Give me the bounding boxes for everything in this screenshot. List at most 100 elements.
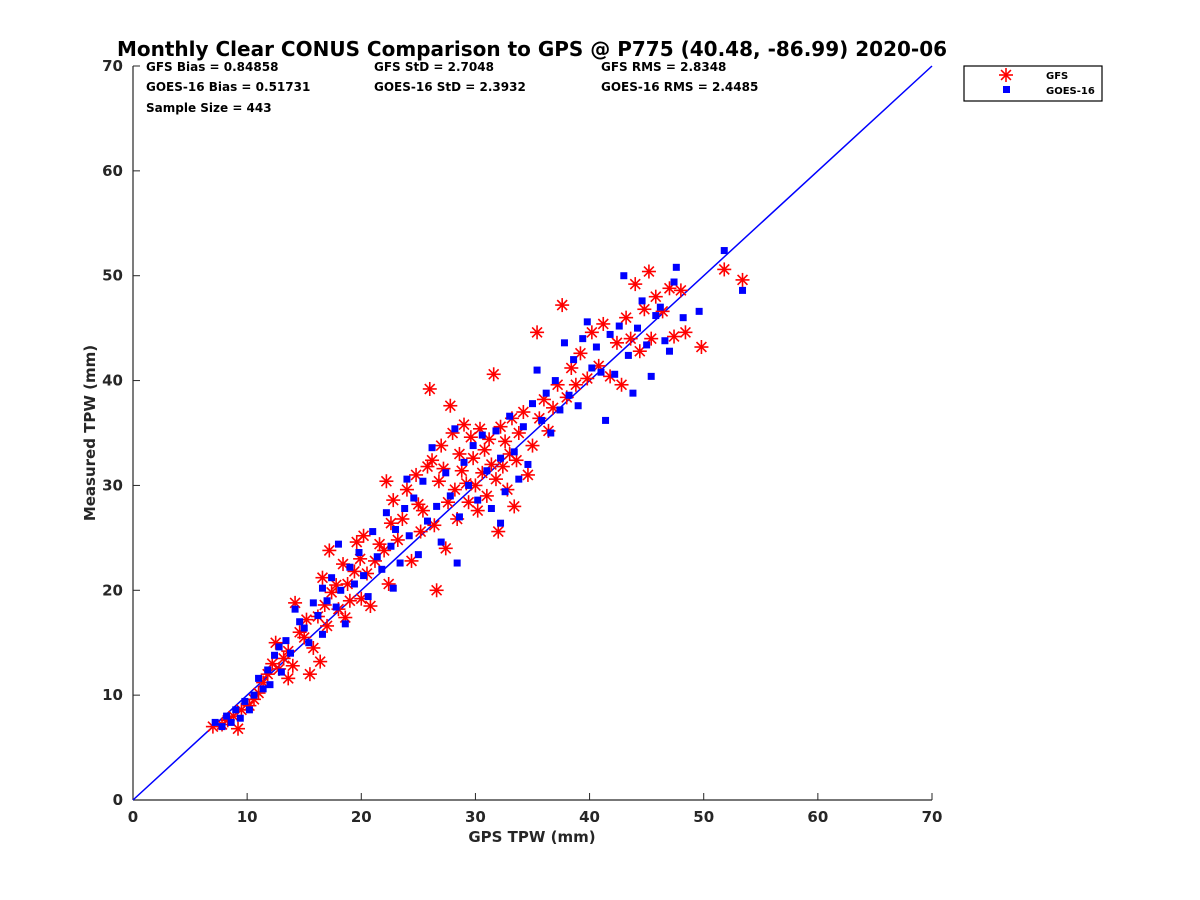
gfs-point xyxy=(507,499,522,514)
legend-goes16-marker xyxy=(1003,86,1010,93)
stat-goes16-std: GOES-16 StD = 2.3932 xyxy=(374,80,526,94)
stat-goes16-rms: GOES-16 RMS = 2.4485 xyxy=(601,80,758,94)
goes16-point xyxy=(446,492,454,500)
goes16-point xyxy=(597,368,605,376)
gfs-point xyxy=(735,272,750,287)
goes16-point xyxy=(250,691,258,699)
goes16-point xyxy=(392,525,400,533)
y-tick-label: 10 xyxy=(102,686,123,704)
gfs-point xyxy=(231,721,246,736)
goes16-point xyxy=(656,303,664,311)
gfs-point xyxy=(667,329,682,344)
goes16-point xyxy=(389,584,397,592)
gfs-point xyxy=(619,310,634,325)
goes16-point xyxy=(661,337,669,345)
goes16-point xyxy=(346,563,354,571)
x-tick-label: 30 xyxy=(465,808,486,826)
goes16-point xyxy=(451,425,459,433)
goes16-point xyxy=(629,389,637,397)
goes16-point xyxy=(300,624,308,632)
legend-gfs-marker xyxy=(999,68,1013,82)
gfs-point xyxy=(596,316,611,331)
gfs-point xyxy=(491,524,506,539)
gfs-point xyxy=(413,524,428,539)
goes16-point xyxy=(318,584,326,592)
goes16-point xyxy=(574,402,582,410)
x-tick-label: 10 xyxy=(237,808,258,826)
goes16-point xyxy=(624,351,632,359)
gfs-point xyxy=(673,283,688,298)
plot-area xyxy=(132,66,932,801)
goes16-point xyxy=(510,448,518,456)
gfs-point xyxy=(399,482,414,497)
gfs-point xyxy=(580,371,595,386)
gfs-point xyxy=(434,438,449,453)
gfs-point xyxy=(404,553,419,568)
gfs-point xyxy=(363,599,378,614)
gfs-point xyxy=(431,474,446,489)
gfs-point xyxy=(395,511,410,526)
goes16-point xyxy=(350,580,358,588)
gfs-point xyxy=(717,262,732,277)
goes16-point xyxy=(465,481,473,489)
gfs-point xyxy=(452,446,467,461)
goes16-point xyxy=(602,416,610,424)
goes16-point xyxy=(615,322,623,330)
goes16-point xyxy=(478,431,486,439)
gfs-point xyxy=(420,459,435,474)
gfs-point xyxy=(520,467,535,482)
goes16-point xyxy=(497,519,505,527)
goes16-point xyxy=(360,572,368,580)
goes16-point xyxy=(355,549,363,557)
goes16-point xyxy=(387,542,395,550)
goes16-point xyxy=(232,706,240,714)
gfs-point xyxy=(313,654,328,669)
legend-gfs-asterisk xyxy=(999,68,1013,82)
gfs-point xyxy=(285,658,300,673)
goes16-point xyxy=(337,586,345,594)
goes16-point xyxy=(560,339,568,347)
legend: GFS GOES-16 xyxy=(963,65,1103,102)
goes16-point xyxy=(282,637,290,645)
legend-goes16-label: GOES-16 xyxy=(1046,86,1095,97)
goes16-point xyxy=(296,618,304,626)
gfs-point xyxy=(637,302,652,317)
gfs-point xyxy=(525,438,540,453)
gfs-point xyxy=(438,541,453,556)
y-axis-label: Measured TPW (mm) xyxy=(81,345,99,521)
gfs-point xyxy=(377,543,392,558)
goes16-point xyxy=(672,263,680,271)
gfs-point xyxy=(454,463,469,478)
gfs-point xyxy=(498,434,513,449)
stat-gfs-std: GFS StD = 2.7048 xyxy=(374,60,494,74)
goes16-point xyxy=(720,247,728,255)
gfs-point xyxy=(564,360,579,375)
goes16-point xyxy=(382,509,390,517)
gfs-point xyxy=(470,503,485,518)
goes16-point xyxy=(670,278,678,286)
goes16-point xyxy=(341,620,349,628)
y-axis-ticks: 0 10 20 30 40 50 60 70 xyxy=(102,57,140,809)
y-tick-label: 70 xyxy=(102,57,123,75)
goes16-point xyxy=(506,412,514,420)
goes16-point xyxy=(264,666,272,674)
goes16-point xyxy=(314,611,322,619)
gfs-point xyxy=(568,377,583,392)
goes16-point xyxy=(277,668,285,676)
gfs-point xyxy=(281,671,296,686)
x-axis-label: GPS TPW (mm) xyxy=(468,828,595,846)
goes16-point xyxy=(570,356,578,364)
gfs-point xyxy=(614,377,629,392)
gfs-point xyxy=(356,528,371,543)
goes16-point xyxy=(497,454,505,462)
goes16-point xyxy=(410,494,418,502)
y-tick-label: 30 xyxy=(102,476,123,494)
stat-goes16-bias: GOES-16 Bias = 0.51731 xyxy=(146,80,310,94)
gfs-point xyxy=(276,651,291,666)
goes16-point xyxy=(241,697,249,705)
legend-box xyxy=(963,65,1103,102)
gfs-point xyxy=(320,618,335,633)
goes16-point xyxy=(236,714,244,722)
goes16-point xyxy=(433,502,441,510)
gfs-point xyxy=(573,346,588,361)
